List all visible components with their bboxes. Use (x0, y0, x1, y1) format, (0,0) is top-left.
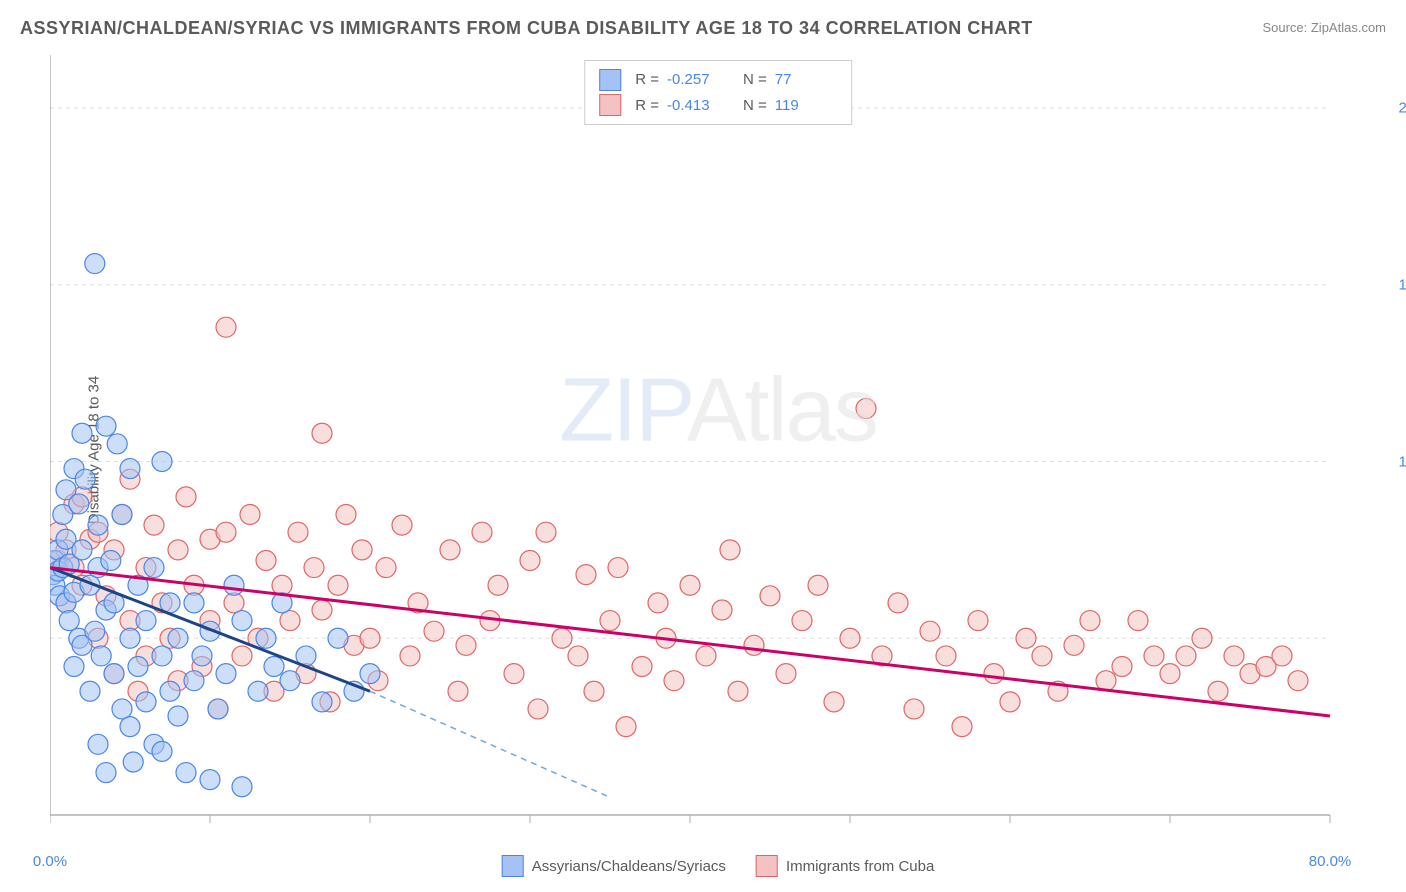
y-tick-label: 15.0% (1398, 276, 1406, 293)
x-tick-label: 0.0% (33, 853, 67, 870)
legend-item-series-a: Assyrians/Chaldeans/Syriacs (502, 855, 726, 877)
chart-title: ASSYRIAN/CHALDEAN/SYRIAC VS IMMIGRANTS F… (20, 18, 1033, 39)
series-a-label: Assyrians/Chaldeans/Syriacs (532, 858, 726, 875)
swatch-bottom-a (502, 855, 524, 877)
r-label-a: R = (635, 67, 659, 93)
source-attribution: Source: ZipAtlas.com (1262, 20, 1386, 35)
chart-area: Disability Age 18 to 34 ZIPAtlas R = -0.… (50, 55, 1386, 845)
y-tick-label: 10.0% (1398, 453, 1406, 470)
swatch-series-b (599, 94, 621, 116)
n-value-b: 119 (775, 93, 825, 119)
swatch-bottom-b (756, 855, 778, 877)
legend-row-series-a: R = -0.257 N = 77 (599, 67, 837, 93)
r-value-b: -0.413 (667, 93, 717, 119)
y-tick-label: 20.0% (1398, 100, 1406, 117)
series-legend: Assyrians/Chaldeans/Syriacs Immigrants f… (502, 855, 935, 877)
r-label-b: R = (635, 93, 659, 119)
r-value-a: -0.257 (667, 67, 717, 93)
n-label-b: N = (743, 93, 767, 119)
n-label-a: N = (743, 67, 767, 93)
legend-row-series-b: R = -0.413 N = 119 (599, 93, 837, 119)
x-tick-label: 80.0% (1309, 853, 1352, 870)
legend-item-series-b: Immigrants from Cuba (756, 855, 934, 877)
swatch-series-a (599, 69, 621, 91)
scatter-plot (50, 55, 1386, 845)
n-value-a: 77 (775, 67, 825, 93)
series-b-label: Immigrants from Cuba (786, 858, 934, 875)
correlation-legend: R = -0.257 N = 77 R = -0.413 N = 119 (584, 60, 852, 125)
